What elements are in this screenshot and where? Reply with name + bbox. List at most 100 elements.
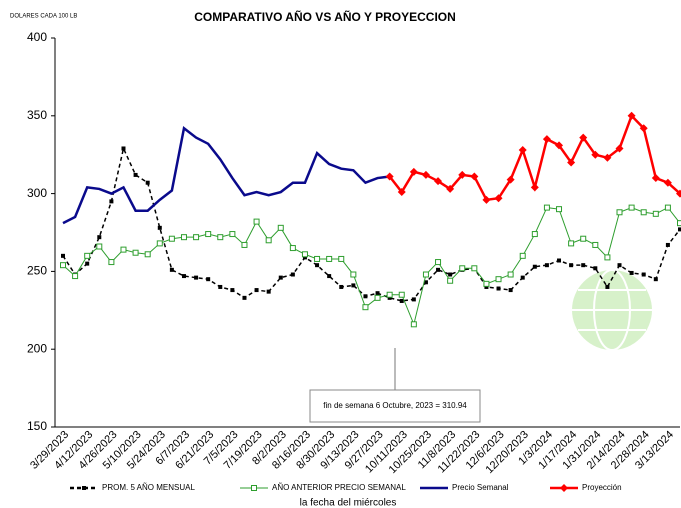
point [568, 240, 575, 247]
point [266, 289, 271, 294]
point [617, 263, 622, 268]
point [482, 195, 491, 204]
point [470, 172, 479, 181]
point [459, 265, 466, 272]
point [665, 242, 670, 247]
point [120, 246, 127, 253]
point [615, 144, 624, 153]
point [531, 231, 538, 238]
point [567, 158, 576, 167]
point [241, 241, 248, 248]
point [652, 210, 659, 217]
point [627, 111, 636, 120]
point [133, 172, 138, 177]
point [508, 288, 513, 293]
logo [572, 269, 652, 351]
point [544, 263, 549, 268]
point [302, 255, 307, 260]
annotation: fin de semana 6 Octubre, 2023 = 310.94 [323, 401, 467, 410]
point [520, 275, 525, 280]
point [385, 172, 394, 181]
point [678, 227, 681, 232]
point [676, 189, 681, 198]
point [569, 263, 574, 268]
point [132, 249, 139, 256]
point [628, 204, 635, 211]
y-tick-label: 350 [27, 108, 47, 122]
point [448, 272, 453, 277]
point [580, 235, 587, 242]
point [471, 265, 478, 272]
point [301, 251, 308, 258]
point [603, 153, 612, 162]
point [399, 298, 404, 303]
point [664, 204, 671, 211]
x-axis-title: la fecha del miércoles [300, 498, 397, 508]
point [591, 150, 600, 159]
point [362, 304, 369, 311]
point [277, 224, 284, 231]
point [218, 284, 223, 289]
legend-label: AÑO ANTERIOR PRECIO SEMANAL [272, 483, 406, 492]
point [506, 175, 515, 184]
point [436, 267, 441, 272]
point [423, 280, 428, 285]
point [446, 184, 455, 193]
point [251, 485, 257, 491]
point [290, 272, 295, 277]
point [495, 276, 502, 283]
point [315, 263, 320, 268]
point [483, 280, 490, 287]
point [397, 188, 406, 197]
point [386, 291, 393, 298]
point [542, 135, 551, 144]
point [363, 294, 368, 299]
point [61, 253, 65, 258]
y-tick-label: 300 [27, 186, 47, 200]
point [194, 275, 199, 280]
point [327, 274, 332, 279]
y-tick-label: 150 [27, 419, 47, 433]
point [494, 194, 503, 203]
point [560, 484, 568, 492]
point [518, 146, 527, 155]
point [97, 235, 102, 240]
point [193, 234, 200, 241]
y-tick-label: 200 [27, 341, 47, 355]
point [181, 274, 186, 279]
legend-label: PROM. 5 AÑO MENSUAL [102, 483, 195, 492]
point [145, 180, 150, 185]
point [532, 264, 537, 269]
series-line [62, 146, 681, 302]
point [109, 199, 114, 204]
point [242, 295, 247, 300]
point [447, 277, 454, 284]
point [557, 258, 562, 263]
point [326, 255, 333, 262]
point [374, 294, 381, 301]
series-line [62, 126, 390, 225]
point [351, 283, 356, 288]
point [422, 271, 429, 278]
point [581, 263, 586, 268]
point [350, 271, 357, 278]
point [556, 206, 563, 213]
point [507, 271, 514, 278]
point [339, 284, 344, 289]
point [579, 133, 588, 142]
point [641, 272, 646, 277]
point [72, 273, 79, 280]
point [496, 286, 501, 291]
point [663, 178, 672, 187]
point [555, 141, 564, 150]
legend-label: Proyección [582, 483, 622, 492]
point [289, 245, 296, 252]
point [206, 277, 211, 282]
point [435, 259, 442, 266]
point [338, 255, 345, 262]
point [653, 277, 658, 282]
point [605, 284, 610, 289]
point [314, 255, 321, 262]
point [144, 251, 151, 258]
